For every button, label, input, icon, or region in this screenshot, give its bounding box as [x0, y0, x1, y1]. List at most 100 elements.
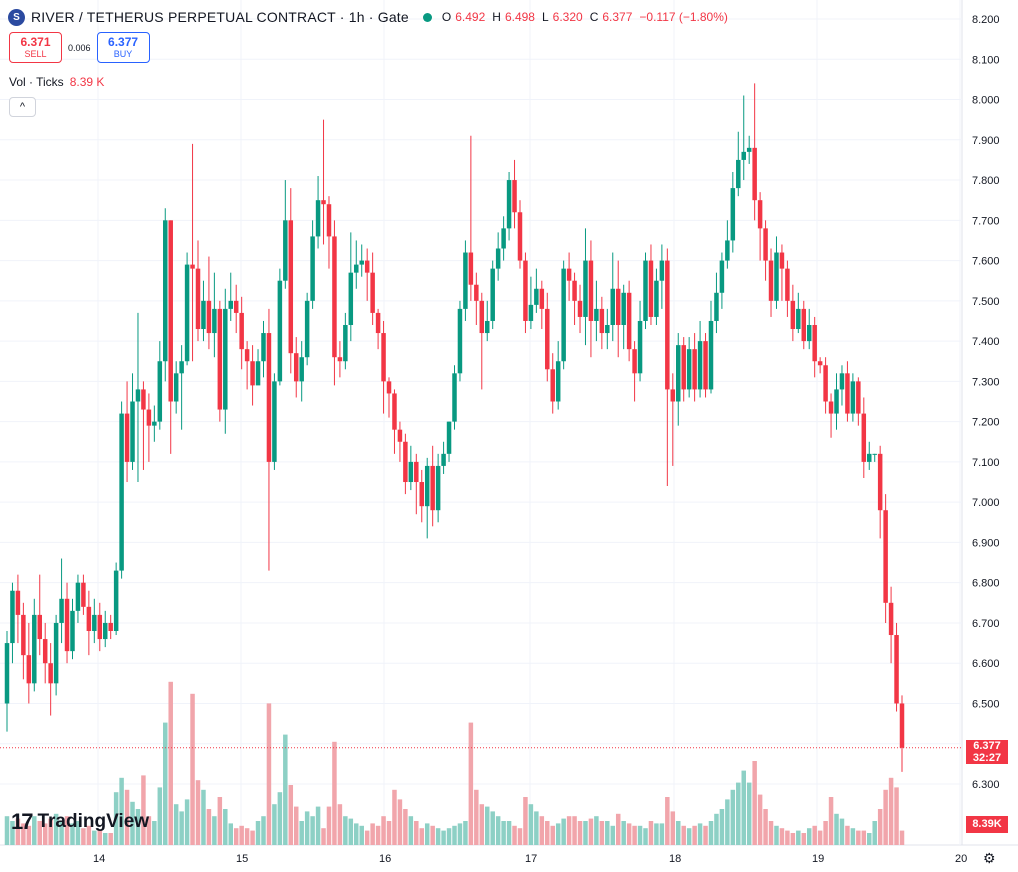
- volume-bar: [364, 830, 370, 845]
- volume-bar: [293, 806, 299, 845]
- sell-price: 6.371: [20, 34, 51, 49]
- candle-body: [386, 381, 392, 394]
- candle-body: [119, 413, 124, 571]
- volume-bar: [714, 813, 719, 845]
- candle-body: [752, 147, 757, 201]
- volume-bar: [861, 830, 867, 845]
- candle-body: [348, 272, 354, 325]
- candle-body: [528, 304, 534, 321]
- volume-bar: [168, 681, 173, 845]
- volume-bar: [605, 821, 610, 845]
- candle-body: [364, 260, 370, 273]
- volume-bar: [681, 825, 686, 845]
- candle-body: [790, 300, 796, 330]
- volume-bar: [888, 777, 894, 845]
- candle-body: [239, 312, 244, 350]
- collapse-legend-button[interactable]: ^: [9, 97, 36, 117]
- candle-body: [534, 288, 539, 305]
- volume-bar: [463, 821, 468, 845]
- candle-body: [757, 200, 763, 229]
- candle-body: [495, 248, 501, 269]
- candle-body: [403, 441, 408, 483]
- volume-bar: [708, 821, 714, 845]
- volume-bar: [806, 828, 812, 845]
- change-value: −0.117 (−1.80%): [639, 10, 728, 24]
- candle-body: [92, 614, 97, 631]
- volume-legend-value: 8.39 K: [69, 75, 105, 89]
- time-axis[interactable]: 14 15 16 17 18 19 20: [93, 853, 967, 865]
- candle-body: [452, 373, 457, 422]
- candle-body: [812, 325, 817, 362]
- volume-bar: [26, 825, 32, 845]
- candle-body: [463, 252, 468, 309]
- volume-bar: [474, 789, 479, 845]
- volume-bar: [119, 777, 124, 845]
- price-tick-label: 7.600: [972, 256, 1000, 268]
- volume-bar: [299, 821, 304, 845]
- gear-icon[interactable]: ⚙: [983, 850, 996, 866]
- volume-bar: [288, 785, 294, 845]
- candle-body: [828, 401, 834, 414]
- candle-body: [310, 236, 315, 301]
- buy-button[interactable]: 6.377 BUY: [96, 32, 150, 63]
- volume-bar: [768, 821, 774, 845]
- candle-body: [86, 606, 92, 631]
- tradingview-logo-text: TradingView: [37, 811, 150, 832]
- volume-bar: [632, 825, 637, 845]
- candle-body: [32, 614, 37, 684]
- volume-bar: [64, 816, 70, 845]
- candle-body: [676, 345, 681, 402]
- volume-bar: [834, 813, 839, 845]
- candle-body: [53, 622, 59, 684]
- candle-body: [725, 240, 730, 261]
- symbol-title[interactable]: RIVER / TETHERUS PERPETUAL CONTRACT · 1h…: [31, 9, 409, 25]
- volume-bar: [468, 722, 474, 845]
- price-axis[interactable]: 8.200 8.100 8.000 7.900 7.800 7.700 7.600 7.500…: [972, 14, 1000, 791]
- volume-bar: [697, 823, 703, 845]
- volume-bar: [676, 821, 681, 845]
- candle-body: [359, 260, 364, 265]
- volume-bar: [801, 833, 807, 845]
- candle-body: [217, 308, 223, 410]
- candle-body: [113, 570, 119, 631]
- candle-body: [343, 325, 348, 362]
- candle-body: [37, 614, 42, 640]
- candle-body: [141, 389, 146, 410]
- candle-body: [81, 582, 86, 607]
- volume-bar: [588, 818, 594, 845]
- candle-body: [588, 260, 594, 321]
- volume-bar: [108, 833, 113, 845]
- volume-bar: [37, 821, 42, 845]
- tradingview-logo[interactable]: 17 TradingView: [11, 811, 149, 833]
- candle-body: [288, 220, 294, 354]
- candle-body: [796, 308, 801, 330]
- candle-body: [823, 365, 828, 402]
- volume-legend[interactable]: Vol · Ticks 8.39 K: [9, 75, 104, 89]
- candle-body: [474, 284, 479, 301]
- candle-body: [501, 228, 506, 249]
- candle-body: [479, 300, 485, 334]
- candle-body: [768, 260, 774, 301]
- volume-bar: [746, 782, 752, 845]
- sell-button[interactable]: 6.371 SELL: [9, 32, 62, 63]
- volume-bar: [261, 816, 266, 845]
- volume-bar: [81, 828, 86, 845]
- volume-bar: [348, 818, 354, 845]
- candle-body: [665, 260, 670, 390]
- volume-bar: [124, 789, 130, 845]
- volume-bar: [381, 816, 386, 845]
- volume-bar: [501, 821, 506, 845]
- candle-body: [490, 268, 495, 321]
- volume-bar: [823, 821, 828, 845]
- volume-bar: [637, 825, 643, 845]
- volume-bar: [326, 806, 332, 845]
- volume-bar: [130, 801, 135, 845]
- candle-body: [441, 453, 446, 466]
- candle-body: [523, 260, 528, 321]
- candle-body: [195, 268, 201, 330]
- candle-body: [266, 333, 272, 462]
- volume-bar: [654, 823, 659, 845]
- volume-bar: [195, 780, 201, 845]
- candle-body: [856, 381, 861, 414]
